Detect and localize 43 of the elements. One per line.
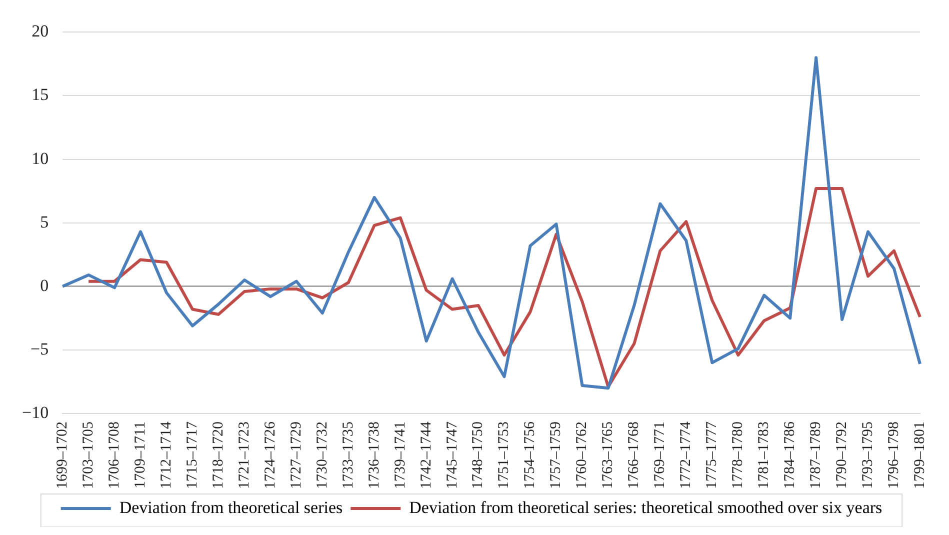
x-tick-label: 1796–1798 xyxy=(886,422,902,489)
x-tick-label: 1778–1780 xyxy=(730,422,746,489)
x-tick-label: 1790–1792 xyxy=(834,422,850,489)
y-tick-label: 10 xyxy=(32,148,49,168)
y-tick-label: 5 xyxy=(40,212,49,232)
x-tick-label: 1766–1768 xyxy=(626,422,642,489)
x-tick-label: 1718–1720 xyxy=(210,422,226,489)
x-tick-label: 1787–1789 xyxy=(808,422,824,489)
x-tick-label: 1757–1759 xyxy=(548,422,564,489)
x-tick-label: 1706–1708 xyxy=(106,422,122,489)
x-tick-label: 1724–1726 xyxy=(262,421,278,489)
y-tick-label: 0 xyxy=(40,276,49,295)
x-tick-label: 1709–1711 xyxy=(132,422,148,488)
y-tick-label: −5 xyxy=(30,339,49,358)
x-tick-label: 1730–1732 xyxy=(314,422,330,489)
x-tick-label: 1784–1786 xyxy=(782,421,798,489)
x-tick-label: 1742–1744 xyxy=(418,421,434,489)
y-tick-label: 15 xyxy=(32,85,49,104)
x-tick-label: 1760–1762 xyxy=(574,422,590,489)
x-tick-label: 1763–1765 xyxy=(600,422,616,489)
legend-label: Deviation from theoretical series: theoretical smoothed over six years xyxy=(409,498,882,517)
x-tick-label: 1772–1774 xyxy=(678,421,694,489)
x-tick-label: 1715–1717 xyxy=(184,421,200,489)
x-tick-label: 1703–1705 xyxy=(80,422,97,489)
x-tick-label: 1699–1702 xyxy=(54,422,71,489)
x-tick-label: 1799–1801 xyxy=(912,422,928,489)
x-tick-label: 1769–1771 xyxy=(652,422,668,489)
legend-label: Deviation from theoretical series xyxy=(119,498,343,517)
x-tick-label: 1721–1723 xyxy=(236,422,252,489)
x-tick-label: 1751–1753 xyxy=(496,422,512,489)
x-tick-label: 1754–1756 xyxy=(522,421,538,489)
x-tick-label: 1727–1729 xyxy=(288,422,304,489)
x-tick-label: 1775–1777 xyxy=(704,421,720,489)
x-tick-label: 1712–1714 xyxy=(158,421,174,489)
y-tick-label: −10 xyxy=(22,402,49,422)
x-tick-label: 1793–1795 xyxy=(860,422,876,489)
x-tick-label: 1748–1750 xyxy=(470,422,486,489)
x-tick-label: 1739–1741 xyxy=(392,422,408,489)
x-tick-label: 1781–1783 xyxy=(756,422,772,489)
x-tick-label: 1736–1738 xyxy=(366,422,382,489)
x-tick-label: 1745–1747 xyxy=(444,421,460,489)
y-tick-label: 20 xyxy=(32,22,49,41)
x-tick-label: 1733–1735 xyxy=(340,422,356,489)
